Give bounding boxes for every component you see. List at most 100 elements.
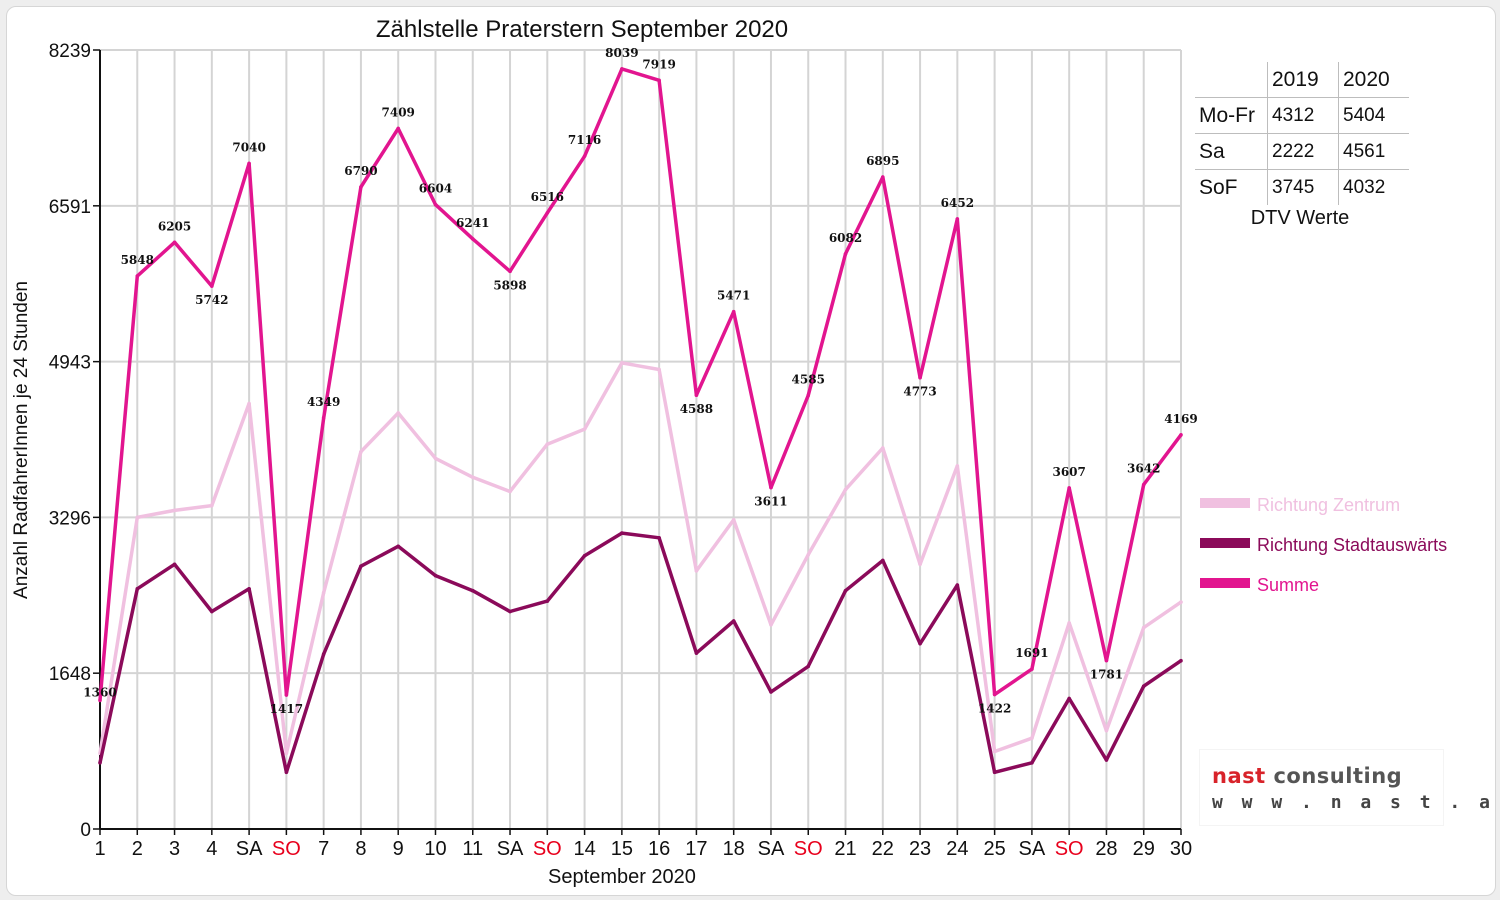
data-point bbox=[321, 652, 326, 656]
dtv-table: 2019 2020 Mo-Fr 4312 5404 Sa 2222 4561 S… bbox=[1195, 62, 1409, 205]
data-point bbox=[1141, 482, 1146, 487]
data-point bbox=[806, 664, 811, 669]
x-tick-label: 28 bbox=[1095, 838, 1117, 860]
x-tick-label: 16 bbox=[648, 838, 670, 860]
data-point bbox=[843, 588, 848, 593]
data-point bbox=[545, 211, 550, 215]
data-point bbox=[582, 427, 587, 431]
x-tick-label: 11 bbox=[462, 838, 483, 860]
data-point bbox=[843, 487, 848, 492]
x-tick-label: SA bbox=[236, 838, 263, 860]
data-point bbox=[172, 240, 177, 245]
data-label: 7919 bbox=[642, 57, 675, 71]
data-point bbox=[470, 588, 475, 593]
y-tick-label: 4943 bbox=[49, 353, 91, 374]
x-tick-label: SO bbox=[794, 838, 823, 860]
logo-wordmark: nast consulting bbox=[1212, 764, 1402, 788]
data-point bbox=[433, 573, 438, 578]
data-label: 1691 bbox=[1015, 646, 1048, 660]
data-label: 5848 bbox=[121, 253, 154, 267]
series-lines bbox=[98, 67, 1183, 775]
y-tick-label: 8239 bbox=[49, 41, 91, 62]
data-label: 8039 bbox=[605, 46, 638, 60]
series-line-1 bbox=[98, 531, 1182, 775]
dtv-row-label: Mo-Fr bbox=[1195, 97, 1268, 134]
data-point bbox=[1104, 728, 1109, 733]
data-point bbox=[880, 558, 885, 563]
data-point bbox=[1104, 758, 1109, 762]
data-point bbox=[1030, 761, 1034, 765]
x-tick-label: SA bbox=[1019, 838, 1046, 860]
x-tick-label: 2 bbox=[132, 838, 143, 860]
data-point bbox=[731, 619, 736, 623]
data-point bbox=[1067, 621, 1071, 625]
data-point bbox=[172, 562, 177, 567]
x-axis-title: September 2020 bbox=[548, 866, 696, 888]
data-label: 6205 bbox=[158, 219, 191, 233]
x-tick-label: SO bbox=[533, 838, 562, 860]
data-point bbox=[769, 485, 773, 490]
x-tick-label: 18 bbox=[723, 838, 745, 860]
data-point bbox=[433, 202, 438, 207]
data-label: 4773 bbox=[903, 385, 936, 399]
data-point bbox=[731, 518, 736, 522]
data-point bbox=[657, 535, 661, 540]
dtv-header-2020: 2020 bbox=[1338, 62, 1409, 98]
legend: Richtung Zentrum Richtung Stadtauswärts Su… bbox=[1200, 495, 1447, 595]
dtv-value-2019: 4312 bbox=[1267, 97, 1339, 134]
dtv-row-sa: Sa 2222 4561 bbox=[1195, 133, 1409, 170]
x-tick-label: 29 bbox=[1133, 838, 1155, 860]
x-tick-label: 10 bbox=[424, 838, 446, 860]
dtv-value-2020: 4561 bbox=[1338, 133, 1409, 170]
series-line-0 bbox=[98, 361, 1182, 756]
data-point bbox=[806, 393, 811, 398]
data-label: 5898 bbox=[493, 278, 526, 292]
x-tick-label: 4 bbox=[206, 838, 217, 860]
data-point bbox=[508, 609, 512, 614]
data-label: 6790 bbox=[344, 164, 377, 178]
y-axis-title: Anzahl RadfahrerInnen je 24 Stunden bbox=[11, 281, 32, 599]
legend-label: Richtung Stadtauswärts bbox=[1257, 535, 1447, 555]
dtv-row-sof: SoF 3745 4032 bbox=[1195, 169, 1409, 205]
data-point bbox=[359, 185, 363, 189]
y-tick-label: 0 bbox=[80, 820, 91, 841]
series-line-2 bbox=[98, 67, 1183, 701]
data-point bbox=[1141, 625, 1146, 630]
data-point bbox=[880, 446, 885, 450]
data-point bbox=[955, 464, 960, 468]
data-point bbox=[359, 449, 363, 454]
data-point bbox=[135, 587, 140, 591]
x-tick-label: 30 bbox=[1170, 838, 1192, 860]
data-point bbox=[620, 531, 624, 535]
logo-word-consulting: consulting bbox=[1273, 764, 1403, 788]
y-tick-label: 6591 bbox=[49, 197, 91, 218]
data-point bbox=[731, 309, 736, 314]
data-point bbox=[1179, 658, 1183, 663]
x-tick-label: 24 bbox=[946, 838, 968, 860]
data-point bbox=[620, 361, 624, 365]
data-point bbox=[918, 375, 922, 380]
data-point bbox=[1179, 600, 1183, 604]
data-point bbox=[955, 217, 960, 221]
data-point bbox=[1104, 658, 1109, 663]
dtv-row-mofr: Mo-Fr 4312 5404 bbox=[1195, 97, 1409, 134]
data-point bbox=[1067, 696, 1071, 701]
dtv-value-2020: 4032 bbox=[1343, 176, 1386, 198]
legend-swatch bbox=[1200, 578, 1250, 588]
data-point bbox=[992, 692, 997, 697]
data-point bbox=[284, 751, 289, 756]
legend-swatch bbox=[1200, 498, 1250, 508]
x-tick-label: SO bbox=[1055, 838, 1084, 860]
x-tick-label: 1 bbox=[94, 838, 105, 860]
dtv-value-2020: 5404 bbox=[1338, 97, 1409, 134]
data-point bbox=[694, 393, 699, 398]
x-tick-label: 9 bbox=[393, 838, 404, 860]
logo-word-nast: nast bbox=[1212, 764, 1266, 788]
data-point bbox=[992, 749, 997, 754]
x-tick-label: 3 bbox=[169, 838, 180, 860]
data-point bbox=[247, 401, 251, 406]
data-point bbox=[1030, 736, 1034, 741]
x-tick-label: 23 bbox=[909, 838, 931, 860]
